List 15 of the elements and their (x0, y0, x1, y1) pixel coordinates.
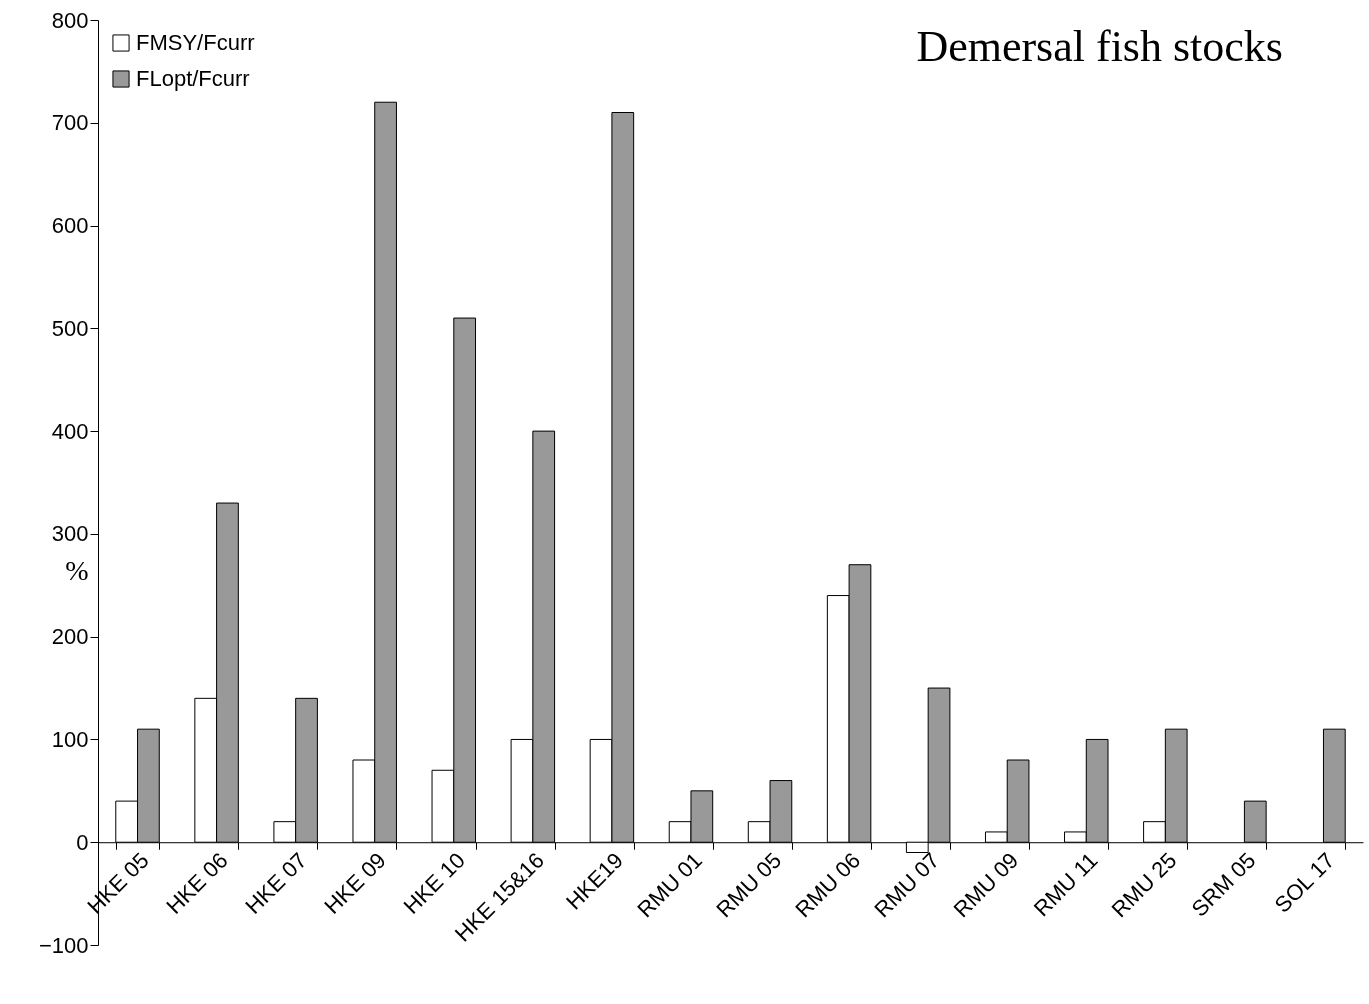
y-tick-label: 600 (51, 213, 89, 239)
y-tick-label: 300 (51, 521, 89, 547)
y-tick-label: 100 (51, 726, 89, 752)
chart-title: Demersal fish stocks (916, 22, 1283, 71)
x-tick-label: SOL 17 (1269, 847, 1340, 918)
y-axis-title: % (65, 554, 89, 586)
y-tick-label: 800 (51, 7, 89, 33)
y-tick-label: 400 (51, 418, 89, 444)
y-tick-label: 500 (51, 315, 89, 341)
y-tick-label: −100 (38, 932, 89, 958)
legend-label: FLopt/Fcurr (136, 66, 250, 91)
y-tick-label: 200 (51, 624, 89, 650)
legend-label: FMSY/Fcurr (136, 30, 255, 55)
y-tick-label: 700 (51, 110, 89, 136)
y-tick-label: 0 (76, 829, 89, 855)
